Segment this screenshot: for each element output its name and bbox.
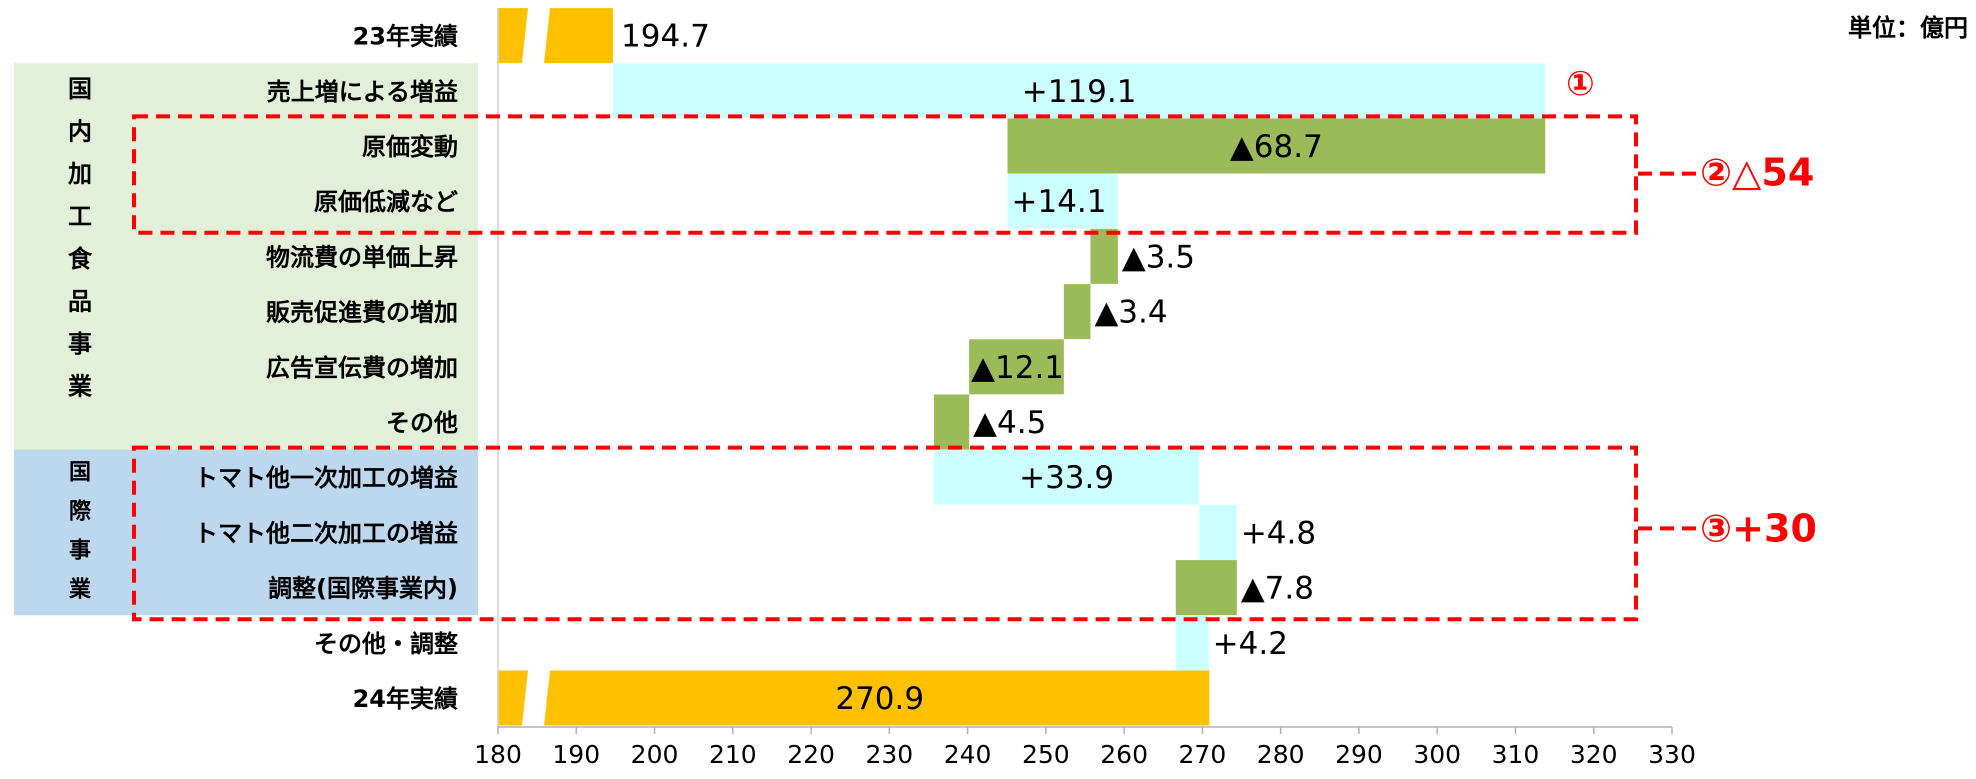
total-bar-stub (498, 670, 528, 726)
total-bar (544, 8, 614, 64)
x-tick-label: 230 (865, 740, 913, 769)
group-letter-domestic: 工 (68, 203, 92, 231)
unit-label: 単位：億円 (1848, 14, 1968, 42)
x-tick-label: 300 (1413, 740, 1461, 769)
group-letter-domestic: 事 (68, 330, 92, 358)
category-label: 売上増による増益 (267, 78, 458, 106)
decrease-bar (933, 394, 970, 450)
increase-bar (933, 449, 1200, 505)
group-band-domestic (14, 63, 478, 450)
annotation-1: ① (1566, 64, 1595, 104)
data-label: ▲68.7 (1230, 129, 1323, 165)
decrease-bar (1063, 284, 1091, 340)
x-tick-label: 330 (1648, 740, 1696, 769)
x-tick-label: 240 (944, 740, 992, 769)
group-letter-international: 事 (69, 538, 91, 564)
increase-bar (1007, 173, 1118, 229)
x-tick-label: 280 (1257, 740, 1305, 769)
annotation-box-3 (132, 445, 1638, 622)
category-label: 原価変動 (362, 133, 458, 161)
x-tick-label: 250 (1022, 740, 1070, 769)
group-letter-domestic: 食 (68, 245, 93, 273)
data-label: ▲12.1 (971, 350, 1064, 386)
data-label: 194.7 (621, 19, 710, 55)
category-label: 物流費の単価上昇 (266, 243, 458, 271)
decrease-bar (969, 339, 1064, 395)
group-letter-domestic: 品 (68, 288, 92, 316)
x-tick-label: 220 (787, 740, 835, 769)
category-label: 23年実績 (353, 23, 458, 51)
data-label: ▲3.4 (1094, 295, 1167, 331)
category-label: トマト他二次加工の増益 (194, 519, 458, 547)
group-letter-domestic: 業 (68, 373, 92, 401)
x-tick-label: 270 (1179, 740, 1227, 769)
category-labels: 23年実績売上増による増益原価変動原価低減など物流費の単価上昇販売促進費の増加広… (194, 23, 458, 713)
data-label: +4.2 (1213, 626, 1288, 662)
annotations: ① ②△54 ③+30 (132, 64, 1817, 622)
increase-bar (1199, 504, 1237, 560)
category-label: 広告宣伝費の増加 (266, 354, 458, 382)
annotation-2: ②△54 (1700, 151, 1814, 195)
data-label: ▲3.5 (1122, 239, 1195, 275)
data-label: ▲4.5 (973, 405, 1046, 441)
decrease-bar (1090, 228, 1118, 284)
data-label: +4.8 (1241, 515, 1316, 551)
x-tick-label: 290 (1335, 740, 1383, 769)
category-label: 原価低減など (314, 188, 458, 216)
x-tick-label: 310 (1492, 740, 1540, 769)
x-tick-label: 320 (1570, 740, 1618, 769)
group-letter-domestic: 国 (68, 75, 92, 103)
annotation-3: ③+30 (1700, 506, 1817, 550)
x-axis: 180 190 200 210 220 230 240 250 260 270 280 290 300 3… (474, 8, 1696, 769)
total-bar-stub (498, 8, 528, 64)
data-labels: 194.7 +119.1 ▲68.7 +14.1 ▲3.5 ▲3.4 ▲12.1 ▲4.5 +3… (621, 19, 1323, 717)
annotation-box-2 (132, 114, 1638, 235)
group-letter-international: 国 (69, 461, 91, 486)
data-label: +14.1 (1012, 184, 1107, 220)
category-label: その他 (386, 409, 458, 437)
x-tick-label: 210 (709, 740, 757, 769)
group-letter-domestic: 加 (68, 160, 92, 188)
x-tick-label: 180 (474, 740, 522, 769)
group-letter-international: 業 (69, 578, 92, 603)
category-label: 販売促進費の増加 (266, 299, 458, 327)
decrease-bar (1175, 560, 1237, 616)
increase-bar (613, 63, 1546, 119)
decrease-bar (1007, 118, 1546, 174)
x-tick-label: 190 (552, 740, 600, 769)
data-label: 270.9 (835, 681, 924, 717)
group-letter-domestic: 内 (68, 118, 92, 146)
category-label: その他・調整 (314, 630, 458, 658)
x-tick-label: 200 (631, 740, 679, 769)
total-bar (544, 670, 1210, 726)
category-label: トマト他一次加工の増益 (194, 464, 458, 492)
group-band-international (14, 449, 478, 616)
group-bands (14, 63, 478, 616)
data-label: +33.9 (1019, 460, 1114, 496)
category-label: 調整(国際事業内) (268, 575, 458, 603)
group-letter-international: 際 (69, 499, 92, 525)
increase-bar (1175, 615, 1209, 671)
x-tick-label: 260 (1100, 740, 1148, 769)
category-label: 24年実績 (353, 685, 458, 713)
data-label: +119.1 (1022, 74, 1137, 110)
bars (498, 8, 1546, 726)
data-label: ▲7.8 (1241, 571, 1314, 607)
